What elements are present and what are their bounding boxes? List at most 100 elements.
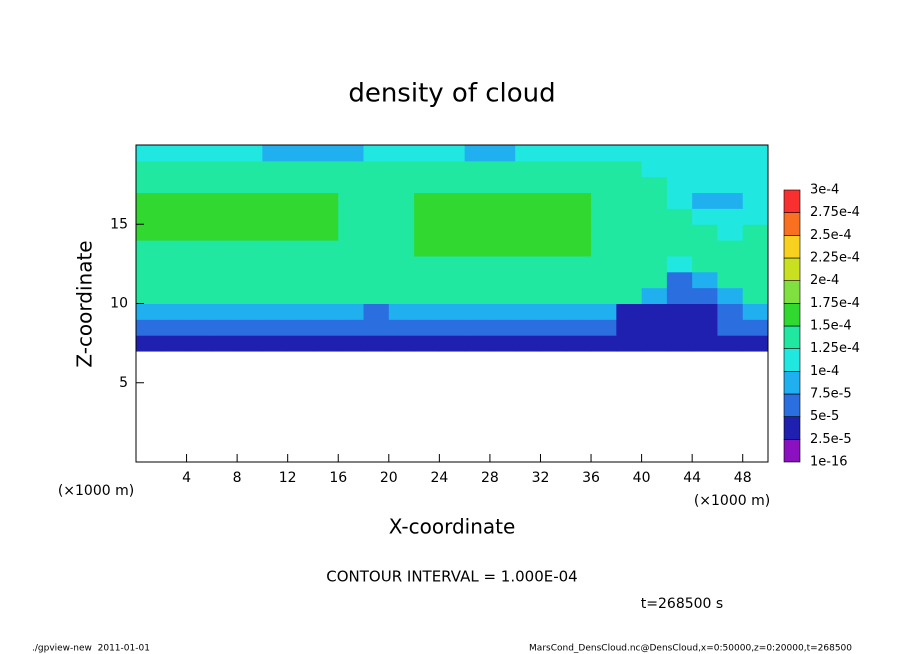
cell <box>414 176 440 194</box>
cell <box>489 240 516 257</box>
cell <box>186 303 213 320</box>
cell <box>540 271 567 289</box>
cell <box>464 271 491 289</box>
cell <box>338 208 365 225</box>
cell <box>287 192 314 209</box>
cell <box>540 224 567 241</box>
cell <box>489 335 516 352</box>
cell <box>717 240 744 257</box>
cell <box>565 303 592 320</box>
cell <box>439 240 466 257</box>
cell <box>186 145 213 162</box>
cell <box>414 145 440 162</box>
footer-left: ./gpview-new 2011-01-01 <box>32 644 150 654</box>
cell <box>515 176 541 194</box>
cell <box>439 255 466 273</box>
cell <box>237 224 263 241</box>
cell <box>591 335 617 352</box>
cell <box>515 255 541 273</box>
cell <box>717 255 744 273</box>
cell <box>312 271 339 289</box>
x-tick-label: 24 <box>430 470 448 486</box>
cell <box>565 271 592 289</box>
cell <box>363 335 390 352</box>
cell <box>515 192 541 209</box>
cell <box>515 208 541 225</box>
x-tick-label: 28 <box>481 470 499 486</box>
cell <box>616 335 643 352</box>
cell <box>414 240 440 257</box>
cell <box>666 319 693 336</box>
cell <box>211 192 238 209</box>
cell <box>464 240 491 257</box>
cell <box>287 287 314 304</box>
chart-title: density of cloud <box>348 79 555 109</box>
colorbar-label: 2.5e-5 <box>810 432 852 447</box>
cell <box>287 319 314 336</box>
cell <box>186 240 213 257</box>
cell <box>414 335 440 352</box>
cell <box>717 287 744 304</box>
cell <box>363 176 390 194</box>
colorbar-box <box>783 325 801 349</box>
cell <box>641 145 668 162</box>
x-tick-label: 36 <box>582 470 600 486</box>
cell <box>641 287 668 304</box>
cell <box>388 145 415 162</box>
cell <box>717 303 744 320</box>
colorbar-box <box>783 416 801 440</box>
cell <box>489 208 516 225</box>
cell <box>464 160 491 178</box>
cell <box>262 160 289 178</box>
cell <box>591 255 617 273</box>
cell <box>161 192 188 209</box>
colorbar-label: 1.75e-4 <box>810 296 860 311</box>
cell <box>565 335 592 352</box>
cell <box>717 208 744 225</box>
cell <box>439 208 466 225</box>
cell <box>161 319 188 336</box>
cell <box>237 255 263 273</box>
cell <box>237 208 263 225</box>
cell <box>287 145 314 162</box>
cell <box>312 240 339 257</box>
cell <box>717 160 744 178</box>
x-tick-label: 12 <box>279 470 297 486</box>
cell <box>540 335 567 352</box>
cell <box>136 335 162 352</box>
cell <box>641 160 668 178</box>
cell <box>591 319 617 336</box>
cell <box>565 240 592 257</box>
cell <box>616 255 643 273</box>
cell <box>666 224 693 241</box>
cell <box>489 224 516 241</box>
cell <box>211 160 238 178</box>
cell <box>287 303 314 320</box>
cell <box>287 271 314 289</box>
cell <box>237 335 263 352</box>
cell <box>489 271 516 289</box>
cell <box>464 176 491 194</box>
cell <box>742 208 769 225</box>
cell <box>641 192 668 209</box>
cell <box>262 208 289 225</box>
cell <box>211 208 238 225</box>
x-tick-label: 32 <box>532 470 550 486</box>
cell <box>287 255 314 273</box>
cell <box>136 208 162 225</box>
cell <box>312 192 339 209</box>
cell <box>692 176 718 194</box>
cell <box>136 287 162 304</box>
cell <box>692 271 718 289</box>
cell <box>489 303 516 320</box>
cell <box>692 335 718 352</box>
cell <box>565 176 592 194</box>
cell <box>161 240 188 257</box>
cell <box>540 192 567 209</box>
cell <box>136 255 162 273</box>
footer-right: MarsCond_DensCloud.nc@DensCloud,x=0:5000… <box>529 644 852 654</box>
cell <box>439 176 466 194</box>
cell <box>439 160 466 178</box>
cell <box>641 208 668 225</box>
cell <box>388 271 415 289</box>
